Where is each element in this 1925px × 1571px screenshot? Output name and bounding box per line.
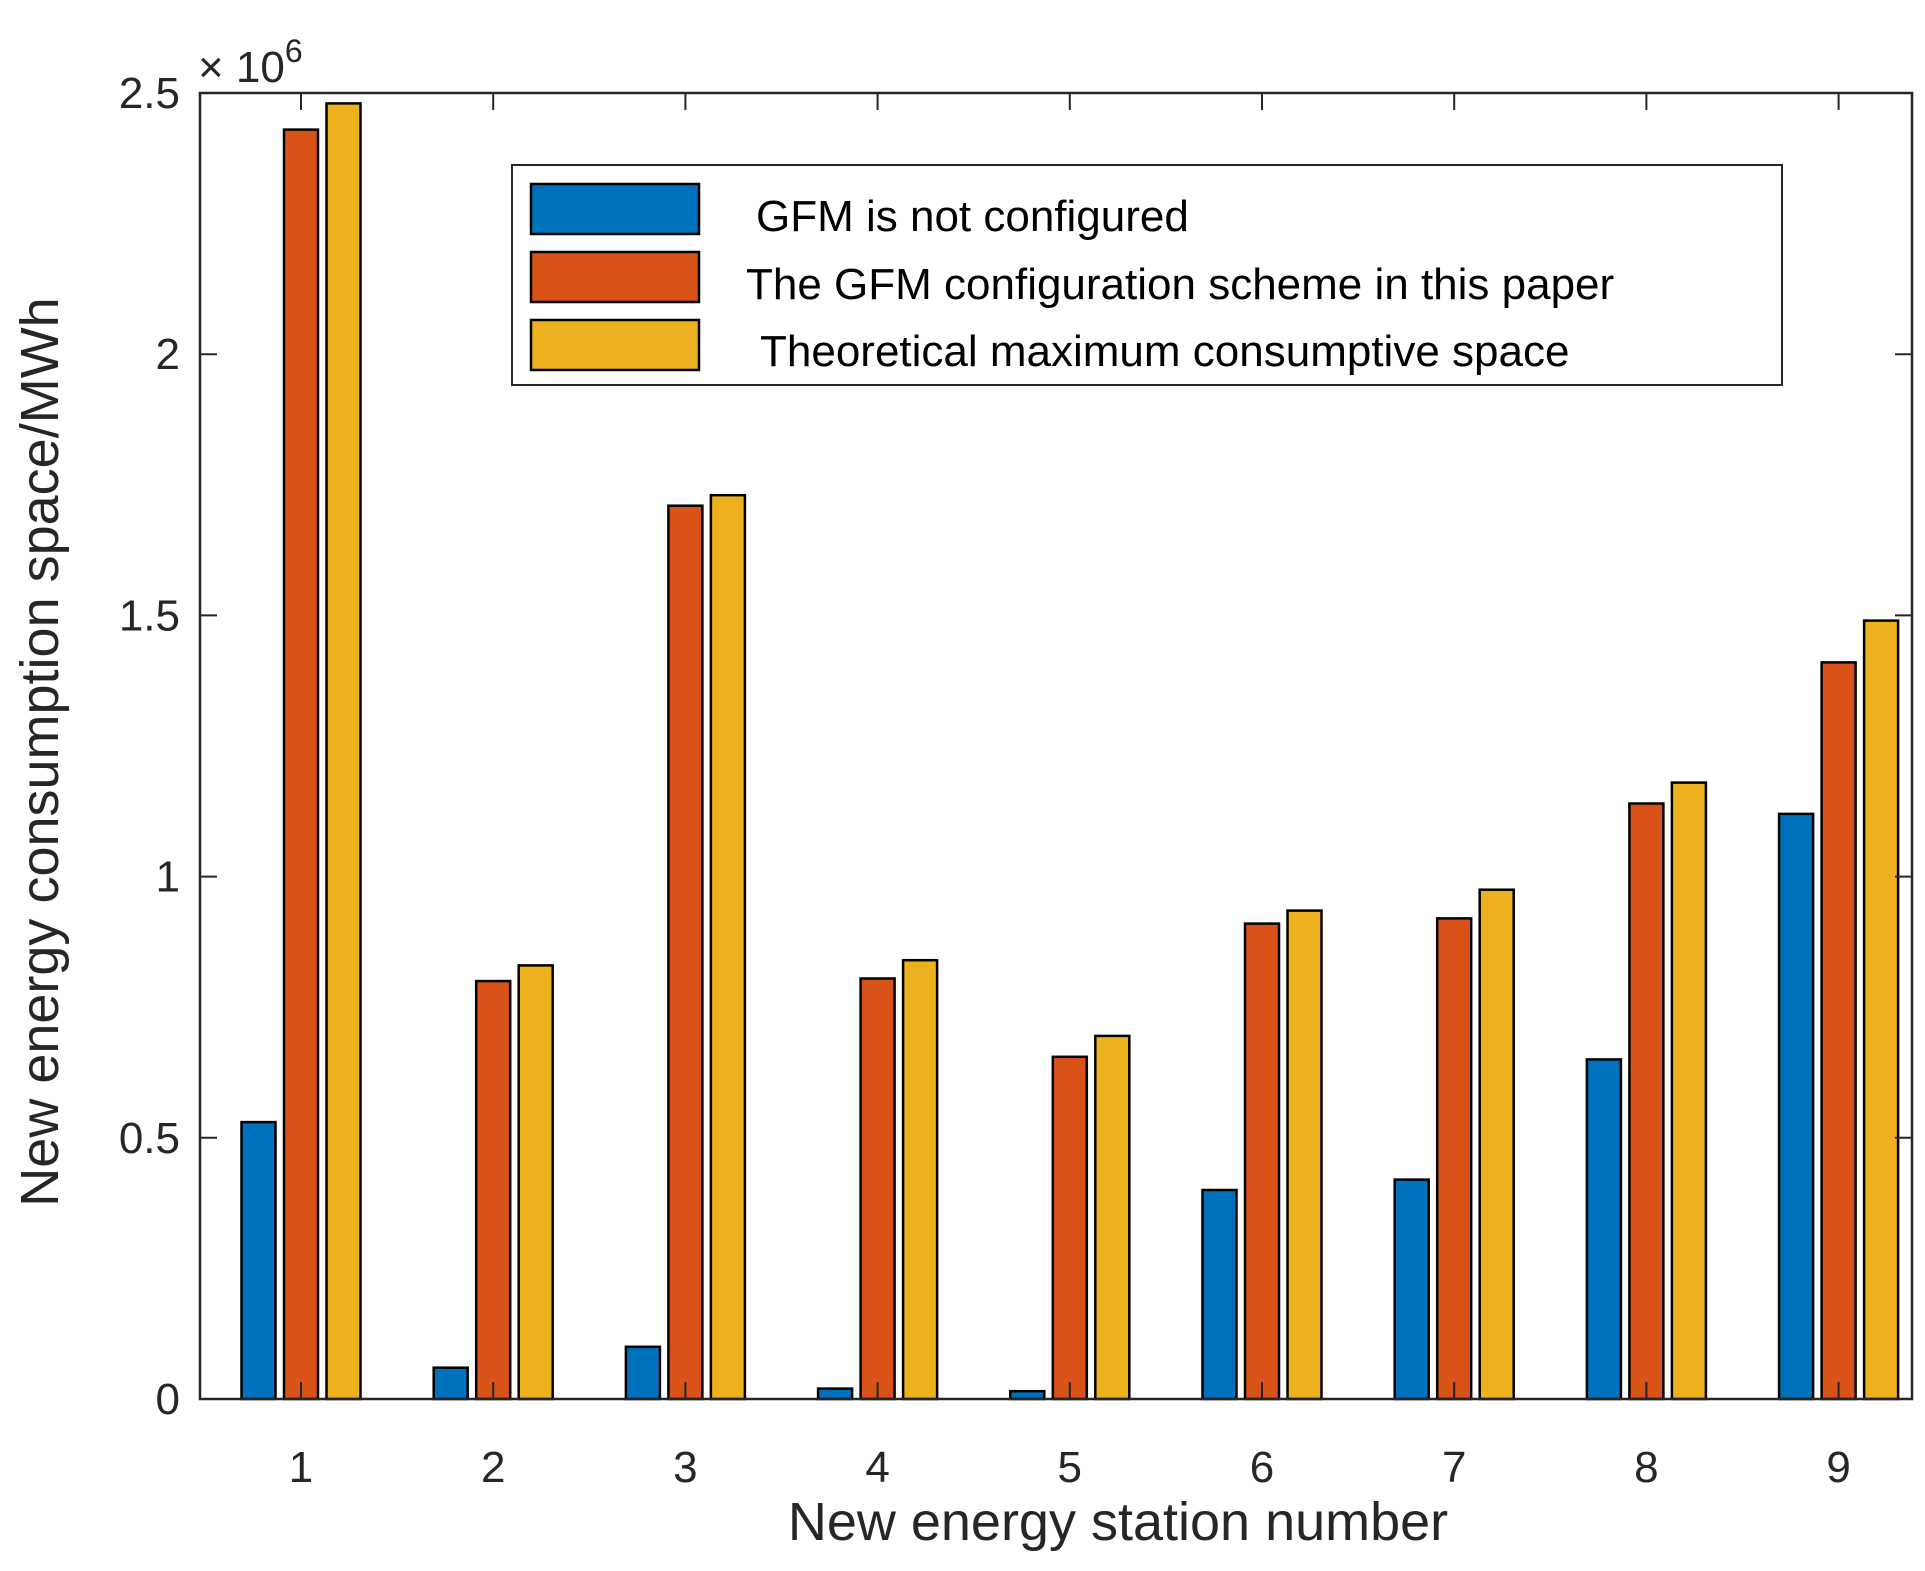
x-tick-label: 2 (481, 1443, 505, 1492)
x-tick-label: 7 (1442, 1443, 1466, 1492)
bar-series2-station-3 (667, 504, 704, 1401)
bar-series2-station-4 (859, 977, 896, 1401)
bar-series3-station-2 (517, 964, 554, 1401)
legend-box (511, 164, 1783, 386)
bar-series3-station-4 (901, 958, 939, 1401)
bar-series3-station-1 (325, 102, 362, 1401)
legend-swatch-gfm-not-configured (529, 182, 701, 236)
legend-swatch-theoretical-maximum (529, 318, 701, 372)
bar-series1-station-2 (432, 1366, 469, 1401)
bar-series3-station-6 (1286, 909, 1323, 1401)
bar-series3-station-9 (1862, 619, 1900, 1401)
legend-label-gfm-configuration-scheme: The GFM configuration scheme in this pap… (746, 260, 1614, 309)
bar-series1-station-8 (1585, 1058, 1623, 1401)
bar-series1-station-1 (240, 1120, 277, 1401)
bar-series1-station-7 (1393, 1178, 1430, 1401)
legend: GFM is not configured The GFM configurat… (511, 164, 1783, 386)
x-tick-label: 1 (289, 1443, 313, 1492)
axes-frame (198, 91, 1914, 1401)
bar-series2-station-2 (474, 979, 512, 1401)
x-tick-label: 8 (1634, 1443, 1658, 1492)
bar-series3-station-5 (1094, 1034, 1131, 1401)
bar-series2-station-8 (1628, 802, 1665, 1401)
y-tick-label: 1.5 (119, 591, 180, 640)
legend-swatch-gfm-configuration-scheme (529, 250, 701, 304)
x-tick-label: 4 (865, 1443, 889, 1492)
x-tick-label: 9 (1826, 1443, 1850, 1492)
legend-label-gfm-not-configured: GFM is not configured (756, 192, 1189, 241)
legend-label-theoretical-maximum: Theoretical maximum consumptive space (760, 327, 1569, 376)
y-tick-label: 1 (156, 853, 180, 902)
x-tick-label: 3 (673, 1443, 697, 1492)
bar-series2-station-7 (1435, 917, 1473, 1401)
x-tick-label: 5 (1058, 1443, 1082, 1492)
bars-group (240, 102, 1900, 1401)
bar-series3-station-8 (1670, 781, 1708, 1401)
bar-series2-station-6 (1243, 922, 1281, 1401)
bar-series2-station-9 (1820, 661, 1857, 1401)
y-tick-label: 2 (156, 330, 180, 379)
x-axis-title: New energy station number (788, 1492, 1448, 1552)
bar-series3-station-7 (1478, 888, 1515, 1401)
y-multiplier-label: × 106 (198, 33, 303, 92)
y-axis-title: New energy consumption space/MWh (10, 297, 70, 1206)
x-tick-label: 6 (1250, 1443, 1274, 1492)
bar-series1-station-6 (1201, 1188, 1238, 1401)
bar-series2-station-5 (1051, 1055, 1089, 1401)
bar-series3-station-3 (709, 493, 747, 1401)
y-tick-label: 2.5 (119, 69, 180, 118)
bar-series1-station-4 (816, 1387, 854, 1401)
bar-series2-station-1 (282, 128, 320, 1401)
bar-series1-station-3 (624, 1345, 662, 1401)
axis-ticks: 1 2 3 4 5 6 7 8 9 0 0.5 1 1.5 2 2.5 (119, 69, 1912, 1492)
bar-series1-station-9 (1777, 812, 1815, 1401)
y-tick-label: 0.5 (119, 1114, 180, 1163)
y-tick-label: 0 (156, 1375, 180, 1424)
